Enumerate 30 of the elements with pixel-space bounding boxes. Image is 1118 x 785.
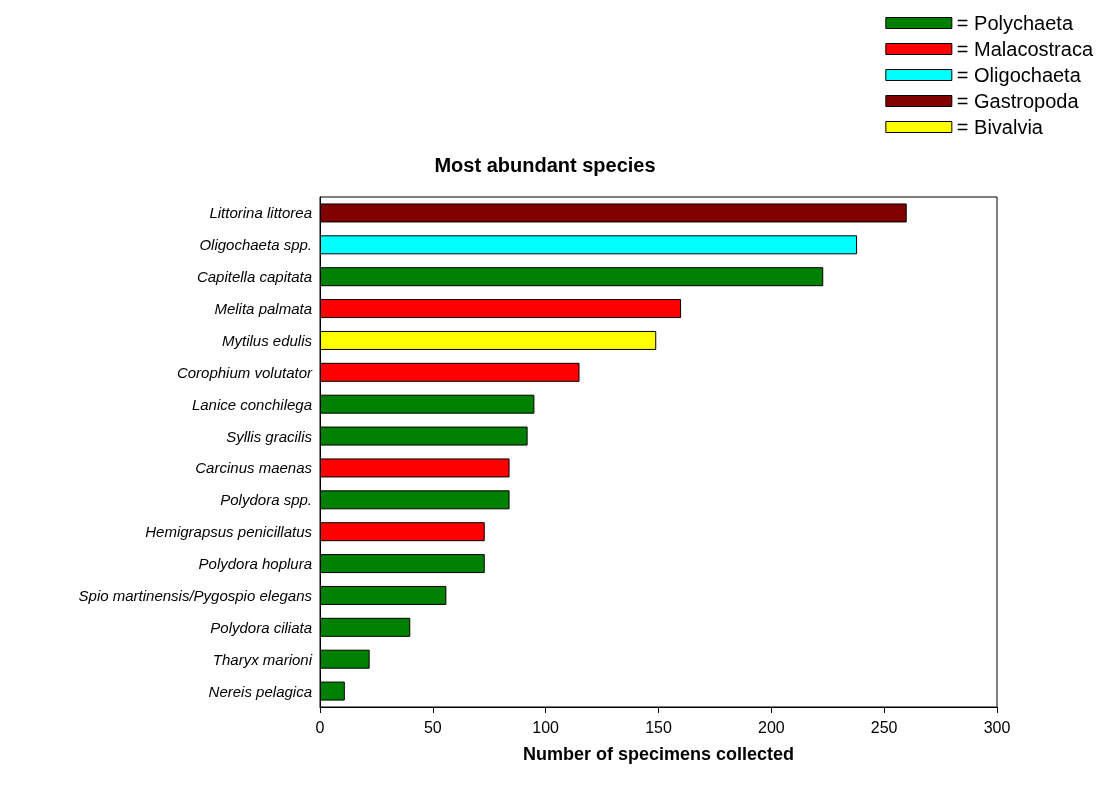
- chart-title: Most abundant species: [434, 154, 656, 176]
- y-tick-label: Polydora hoplura: [198, 555, 312, 573]
- y-tick-label: Oligochaeta spp.: [199, 236, 312, 254]
- x-tick-label: 100: [532, 718, 560, 736]
- x-tick-label: 250: [870, 718, 898, 736]
- y-tick-label: Polydora ciliata: [210, 618, 312, 636]
- y-tick-label: Littorina littorea: [209, 204, 312, 222]
- legend-label: = Bivalvia: [956, 116, 1044, 138]
- y-tick-label: Spio martinensis/Pygospio elegans: [78, 586, 313, 604]
- x-tick-label: 200: [757, 718, 785, 736]
- y-tick-label: Syllis gracilis: [226, 427, 313, 445]
- y-tick-label: Hemigrapsus penicillatus: [145, 523, 313, 541]
- y-tick-label: Carcinus maenas: [195, 459, 313, 477]
- x-tick-label: 150: [645, 718, 672, 736]
- y-tick-label: Corophium volutator: [176, 363, 313, 381]
- legend-label: = Malacostraca: [956, 38, 1094, 60]
- x-tick-label: 300: [983, 718, 1011, 736]
- x-tick-label: 0: [315, 718, 325, 736]
- x-axis-title: Number of specimens collected: [522, 744, 795, 764]
- x-tick-label: 50: [423, 718, 442, 736]
- legend-label: = Gastropoda: [956, 90, 1080, 112]
- y-tick-label: Nereis pelagica: [208, 682, 312, 700]
- legend-label: = Oligochaeta: [956, 64, 1082, 86]
- y-tick-label: Capitella capitata: [196, 268, 312, 286]
- y-tick-label: Lanice conchilega: [191, 395, 312, 413]
- y-tick-label: Polydora spp.: [220, 491, 312, 509]
- legend-label: = Polychaeta: [956, 12, 1074, 34]
- y-tick-label: Melita palmata: [214, 300, 312, 318]
- y-tick-label: Tharyx marioni: [212, 650, 313, 668]
- y-tick-label: Mytilus edulis: [221, 331, 313, 349]
